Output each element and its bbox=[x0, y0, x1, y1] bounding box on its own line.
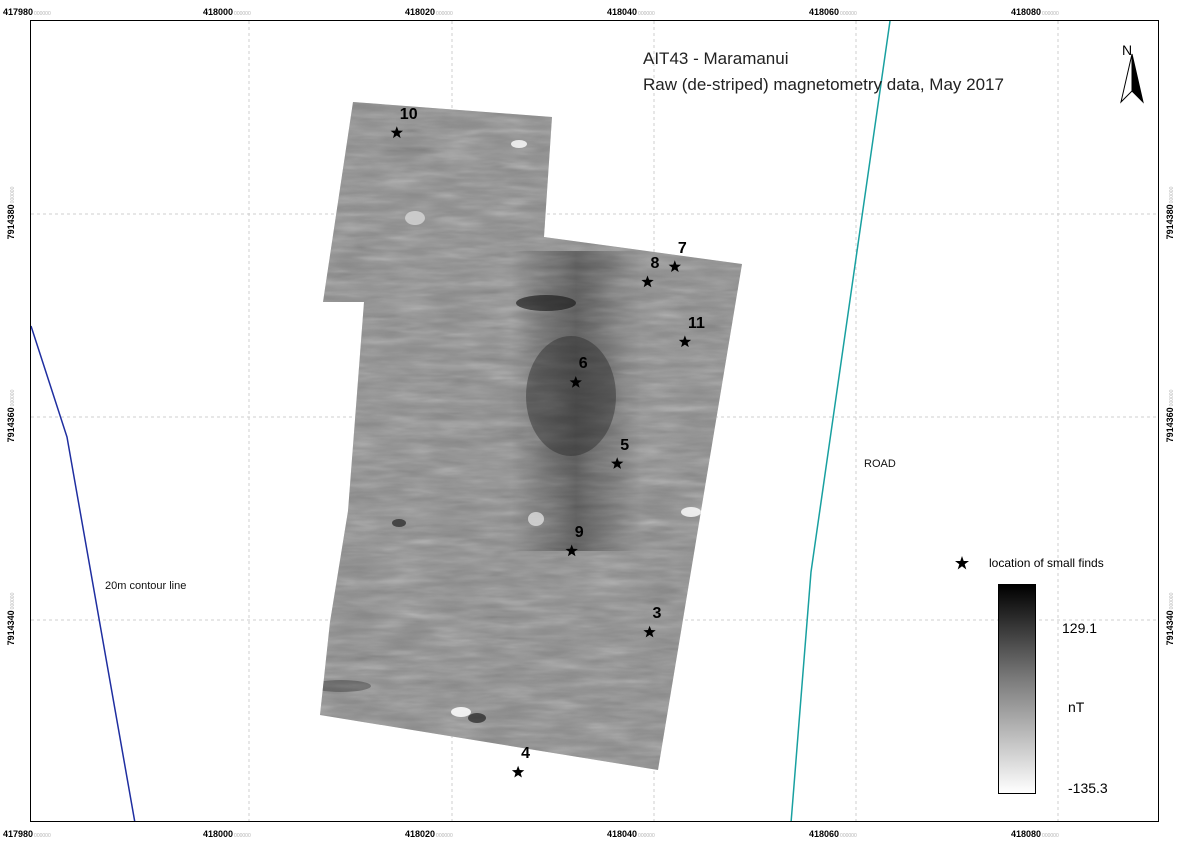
find-label-11: 11 bbox=[687, 314, 705, 332]
find-marker-5[interactable] bbox=[611, 457, 624, 469]
road-label: ROAD bbox=[864, 458, 896, 470]
find-label-5: 5 bbox=[620, 436, 630, 454]
contour-line bbox=[31, 325, 136, 821]
easting-label: 418040000000 bbox=[607, 7, 655, 17]
find-marker-6[interactable] bbox=[569, 376, 582, 388]
easting-label: 417980000000 bbox=[3, 7, 51, 17]
legend-unit: nT bbox=[1068, 699, 1085, 715]
find-marker-7[interactable] bbox=[668, 260, 681, 272]
easting-label: 418080000000 bbox=[1011, 829, 1059, 839]
find-marker-3[interactable] bbox=[643, 625, 656, 638]
map-canvas[interactable] bbox=[31, 21, 1159, 822]
map-title: AIT43 - Maramanui bbox=[643, 49, 789, 68]
north-label: N bbox=[1122, 42, 1133, 58]
map-subtitle: Raw (de-striped) magnetometry data, May … bbox=[643, 75, 1004, 94]
find-marker-9[interactable] bbox=[565, 544, 578, 557]
easting-label: 418020000000 bbox=[405, 7, 453, 17]
north-arrow-icon bbox=[1120, 53, 1144, 104]
find-marker-8[interactable] bbox=[641, 275, 654, 288]
easting-label: 418000000000 bbox=[203, 7, 251, 17]
legend-min-value: -135.3 bbox=[1068, 780, 1108, 796]
find-label-4: 4 bbox=[521, 745, 531, 763]
magnetometry-survey-raster bbox=[320, 102, 742, 770]
find-label-3: 3 bbox=[652, 605, 662, 623]
find-label-10: 10 bbox=[399, 105, 418, 123]
legend-color-ramp bbox=[998, 584, 1036, 794]
find-label-9: 9 bbox=[574, 523, 584, 541]
star-icon bbox=[955, 556, 969, 570]
northing-label: 7914380000000 bbox=[1165, 186, 1175, 240]
easting-label: 418020000000 bbox=[405, 829, 453, 839]
find-marker-4[interactable] bbox=[511, 765, 525, 778]
find-marker-11[interactable] bbox=[678, 335, 692, 348]
northing-label: 7914340000000 bbox=[1165, 592, 1175, 646]
legend-finds-label: location of small finds bbox=[989, 556, 1104, 570]
map-frame[interactable]: 10 7 8 11 6 5 9 3 4 AIT43 - Maramanui Raw (de-st… bbox=[30, 20, 1159, 822]
easting-label: 418060000000 bbox=[809, 829, 857, 839]
easting-label: 418000000000 bbox=[203, 829, 251, 839]
road-line bbox=[790, 21, 891, 821]
northing-label: 7914340000000 bbox=[6, 592, 16, 646]
legend-max-value: 129.1 bbox=[1062, 620, 1098, 636]
northing-label: 7914360000000 bbox=[1165, 389, 1175, 443]
find-label-8: 8 bbox=[650, 255, 660, 272]
small-finds-layer bbox=[390, 126, 692, 778]
find-marker-10[interactable] bbox=[390, 126, 403, 139]
northing-label: 7914380000000 bbox=[6, 186, 16, 240]
easting-label: 418040000000 bbox=[607, 829, 655, 839]
northing-label: 7914360000000 bbox=[6, 389, 16, 443]
find-label-6: 6 bbox=[578, 355, 588, 373]
find-label-7: 7 bbox=[677, 239, 687, 257]
easting-label: 418080000000 bbox=[1011, 7, 1059, 17]
contour-label: 20m contour line bbox=[105, 580, 187, 592]
easting-label: 417980000000 bbox=[3, 829, 51, 839]
easting-label: 418060000000 bbox=[809, 7, 857, 17]
